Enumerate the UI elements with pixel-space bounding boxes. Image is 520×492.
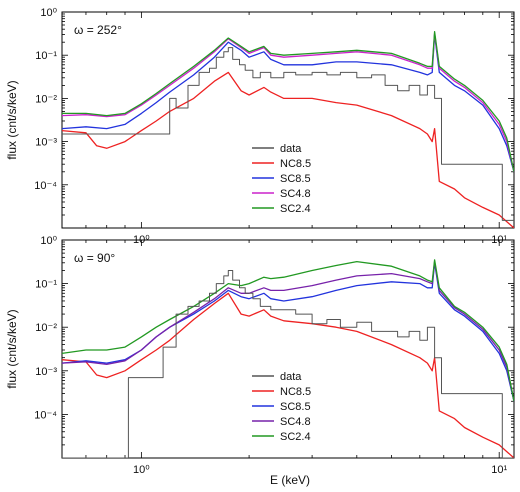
series-line-sc4-8 (62, 260, 514, 402)
x-axis-label: E (keV) (270, 473, 310, 487)
legend-label: SC8.5 (280, 401, 311, 413)
y-tick-label: 10⁻² (35, 93, 57, 105)
y-tick-label: 10⁻² (35, 322, 57, 334)
legend-label: SC2.4 (280, 431, 311, 443)
y-tick-label: 10⁻³ (35, 137, 57, 149)
series-line-nc8-5 (62, 71, 514, 228)
panel-annotation: ω = 252° (74, 23, 122, 37)
series-group (62, 259, 514, 458)
legend-label: SC2.4 (280, 203, 311, 215)
series-line-sc8-5 (62, 33, 514, 172)
legend-label: NC8.5 (280, 386, 311, 398)
legend-label: SC8.5 (280, 173, 311, 185)
series-line-sc2-4 (62, 31, 514, 172)
plot-frame (61, 11, 515, 229)
legend-label: SC4.8 (280, 416, 311, 428)
y-tick-label: 10⁰ (40, 235, 57, 247)
x-tick-label: 10⁰ (133, 464, 150, 476)
x-tick-label: 10¹ (491, 464, 507, 476)
series-line-data (62, 47, 514, 221)
series-line-data (62, 270, 514, 458)
y-tick-label: 10⁻¹ (35, 279, 57, 291)
series-line-sc4-8 (62, 32, 514, 172)
legend-label: SC4.8 (280, 188, 311, 200)
series-group (62, 31, 514, 228)
legend-label: NC8.5 (280, 158, 311, 170)
y-axis-label: flux (cnt/s/keV) (5, 309, 19, 388)
y-tick-label: 10⁻¹ (35, 50, 57, 62)
chart-panel-bottom: 10⁰ 10⁻¹ 10⁻² 10⁻³ 10⁻⁴ 10⁰ 10¹ flux (cnt/s/keV… (5, 235, 515, 476)
series-line-nc8-5 (62, 292, 514, 458)
plot-frame (61, 239, 515, 459)
legend-label: data (280, 371, 302, 383)
y-axis-label: flux (cnt/s/keV) (5, 80, 19, 159)
y-tick-label: 10⁻⁴ (34, 180, 57, 192)
y-tick-label: 10⁰ (40, 7, 57, 19)
y-tick-label: 10⁻⁴ (34, 409, 57, 421)
legend-label: data (280, 143, 302, 155)
y-tick-label: 10⁻³ (35, 366, 57, 378)
series-line-sc2-4 (62, 259, 514, 402)
panel-annotation: ω = 90° (74, 251, 115, 265)
